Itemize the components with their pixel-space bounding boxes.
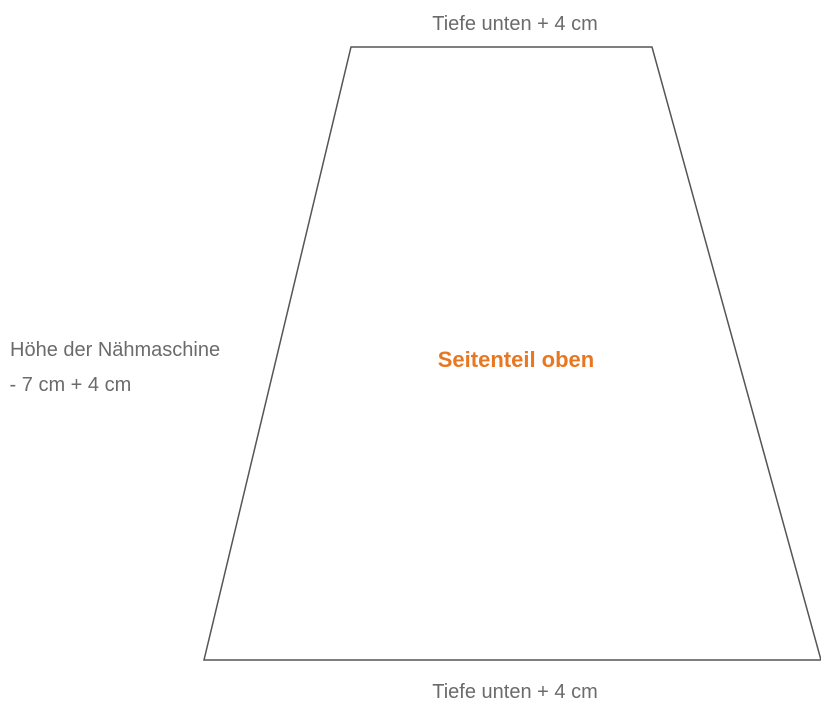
side-label-line1: Höhe der Nähmaschine: [10, 339, 220, 361]
center-label: Seitenteil oben: [438, 347, 594, 372]
side-label-line2: - 7 cm + 4 cm: [4, 374, 131, 396]
top-label: Tiefe unten + 4 cm: [432, 13, 597, 35]
trapezoid: [203, 46, 821, 661]
bottom-label: Tiefe unten + 4 cm: [432, 681, 597, 703]
